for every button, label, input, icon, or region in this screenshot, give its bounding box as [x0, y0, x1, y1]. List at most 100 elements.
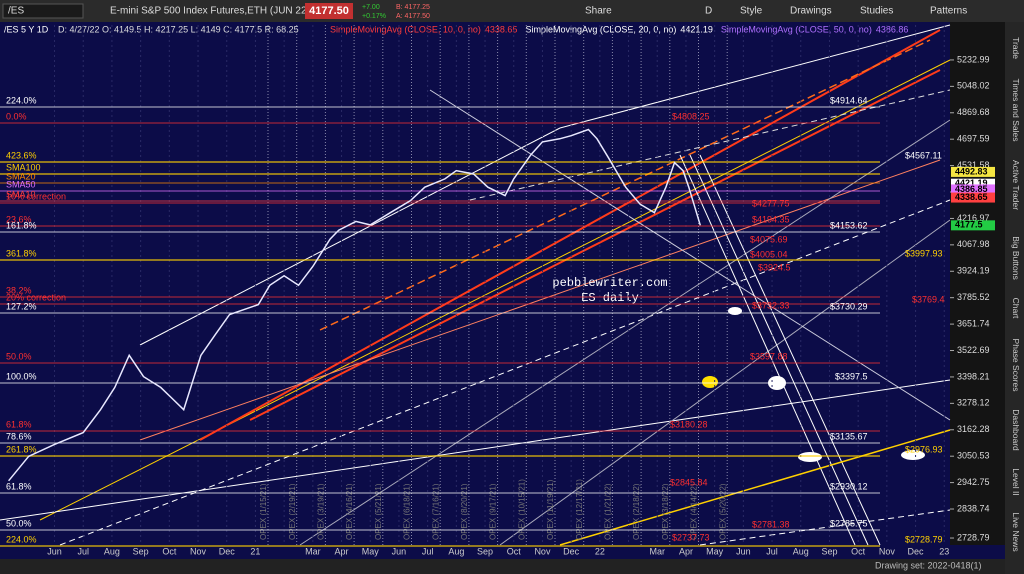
level-price: $4153.62 — [830, 220, 868, 230]
toolbar-button[interactable]: Share — [585, 6, 612, 17]
y-tick-label: 3522.69 — [957, 345, 990, 355]
opex-label: OPEX (4/14/22) — [690, 483, 699, 540]
channel — [199, 29, 941, 441]
x-tick-label: May — [706, 546, 724, 556]
x-tick-label: Jul — [766, 546, 778, 556]
toolbar-button[interactable]: Patterns — [930, 6, 967, 17]
x-tick-label: Nov — [879, 546, 896, 556]
side-tab[interactable]: Big Buttons — [1011, 236, 1021, 279]
y-tick-label: 2728.79 — [957, 532, 990, 542]
level-price: $2737.73 — [672, 532, 710, 542]
x-tick-label: Oct — [162, 546, 177, 556]
price-tag — [951, 192, 995, 203]
level-label: 261.8% — [6, 444, 37, 454]
level-price: $4194.35 — [752, 214, 790, 224]
price-tag — [951, 184, 995, 195]
study-value: 4338.65 — [485, 24, 518, 34]
marker — [901, 450, 925, 460]
price-tag — [951, 220, 995, 231]
price-tag-label: 4421.19 — [955, 178, 988, 188]
y-tick-label: 3924.19 — [957, 266, 990, 276]
x-tick-label: 22 — [595, 546, 605, 556]
level-price: $3730.29 — [830, 301, 868, 311]
level-price: $2976.93 — [905, 444, 943, 454]
marker — [702, 376, 718, 388]
opex-label: OPEX (5/20/22) — [718, 483, 727, 540]
ask: A: 4177.50 — [396, 13, 430, 20]
x-tick-label: Sep — [477, 546, 493, 556]
level-label: 224.0% — [6, 95, 37, 105]
channel — [59, 199, 951, 546]
level-label: 61.8% — [6, 419, 32, 429]
last-box — [305, 3, 353, 19]
time-axis — [0, 545, 1005, 559]
level-label: 50.0% — [6, 351, 32, 361]
level-price: $3732.33 — [752, 300, 790, 310]
waterfall — [699, 154, 881, 546]
x-tick-label: Jul — [77, 546, 89, 556]
level-label: 10% correction — [6, 191, 66, 201]
price-tag-label: 4177.5 — [955, 220, 983, 230]
toolbar-button[interactable]: Drawings — [790, 6, 832, 17]
x-tick-label: Jun — [47, 546, 62, 556]
channel — [559, 24, 951, 129]
level-label: 127.2% — [6, 301, 37, 311]
level-label: 78.6% — [6, 431, 32, 441]
chart-id: /ES 5 Y 1D — [4, 24, 49, 34]
study-name: SimpleMovingAvg (CLOSE, 50, 0, no) — [721, 24, 872, 34]
y-tick-label: 4531.58 — [957, 160, 990, 170]
side-tab[interactable]: Live News — [1011, 512, 1021, 551]
x-tick-label: Aug — [793, 546, 809, 556]
price-line — [8, 128, 702, 482]
x-tick-label: Mar — [650, 546, 666, 556]
y-tick-label: 4697.59 — [957, 134, 990, 144]
side-tab[interactable]: Phase Scores — [1011, 339, 1021, 392]
opex-label: OPEX (11/19/21) — [546, 479, 555, 540]
y-tick-label: 4869.68 — [957, 107, 990, 117]
level-label: 20% correction — [6, 292, 66, 302]
bid: B: 4177.25 — [396, 4, 430, 11]
opex-label: OPEX (7/16/21) — [431, 483, 440, 540]
level-price: $4277.75 — [752, 198, 790, 208]
toolbar-button[interactable]: Style — [740, 6, 763, 17]
level-label: 100.0% — [6, 371, 37, 381]
side-tab[interactable]: Trade — [1011, 37, 1021, 59]
side-tab[interactable]: Chart — [1011, 298, 1021, 319]
symbol-box[interactable] — [2, 3, 84, 19]
marker — [728, 307, 742, 315]
level-label: 361.8% — [6, 248, 37, 258]
side-tab[interactable]: Times and Sales — [1011, 79, 1021, 142]
y-tick-label: 3651.74 — [957, 318, 990, 328]
channel — [139, 159, 941, 441]
watermark: pebblewriter.com — [552, 276, 667, 290]
level-price: $3997.93 — [905, 248, 943, 258]
study-name: SimpleMovingAvg (CLOSE, 10, 0, no) — [330, 24, 481, 34]
y-tick-label: 2942.75 — [957, 477, 990, 487]
side-tab[interactable]: Level II — [1011, 468, 1021, 495]
y-tick-label: 3278.12 — [957, 398, 990, 408]
level-price: $4005.04 — [750, 249, 788, 259]
price-tag-label: 4492.83 — [955, 166, 988, 176]
side-tabs — [1005, 22, 1024, 574]
y-tick-label: 4067.98 — [957, 239, 990, 249]
opex-label: OPEX (8/20/21) — [460, 483, 469, 540]
ohlc: D: 4/27/22 O: 4149.5 H: 4217.25 L: 4149 … — [58, 24, 299, 34]
level-price: $3924.5 — [758, 262, 791, 272]
side-tab[interactable]: Active Trader — [1011, 160, 1021, 210]
toolbar-button[interactable]: D — [705, 6, 712, 17]
price-tag — [951, 178, 995, 189]
level-price: $4075.69 — [750, 234, 788, 244]
level-label: 61.8% — [6, 481, 32, 491]
opex-label: OPEX (2/19/21) — [288, 483, 297, 540]
level-label: 0.0% — [6, 111, 27, 121]
study-value: 4386.86 — [876, 24, 909, 34]
symbol: /ES — [8, 6, 24, 17]
side-tab[interactable]: Dashboard — [1011, 409, 1021, 451]
level-price: $3769.4 — [912, 294, 945, 304]
price-tag-label: 4338.65 — [955, 192, 988, 202]
toolbar-button[interactable]: Studies — [860, 6, 893, 17]
level-price: $4808.25 — [672, 111, 710, 121]
x-tick-label: Dec — [908, 546, 925, 556]
level-price: $4914.64 — [830, 95, 868, 105]
